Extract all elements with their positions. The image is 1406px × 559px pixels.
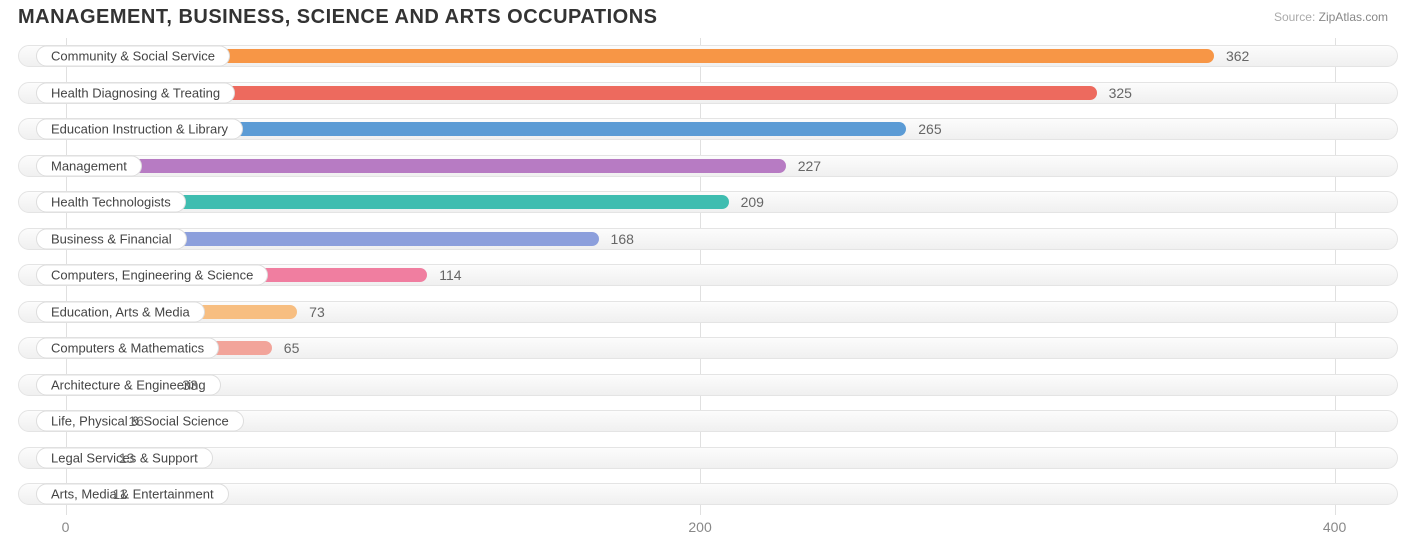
value-label: 114 (439, 267, 461, 283)
bar-row: Management 227 (18, 148, 1398, 185)
value-label: 362 (1226, 48, 1249, 64)
data-bar (78, 159, 785, 173)
bar-track (18, 447, 1398, 469)
value-label: 65 (284, 340, 300, 356)
category-label: Computers, Engineering & Science (36, 265, 268, 286)
x-axis: 0 200 400 (18, 515, 1398, 541)
bar-row: Architecture & Engineering33 (18, 367, 1398, 404)
value-label: 73 (309, 304, 325, 320)
chart-area: Community & Social Service 362 Health Diag… (18, 38, 1398, 541)
source-value: ZipAtlas.com (1319, 10, 1388, 24)
category-label: Business & Financial (36, 228, 187, 249)
value-label: 265 (918, 121, 941, 137)
chart-title: MANAGEMENT, BUSINESS, SCIENCE AND ARTS O… (18, 6, 657, 29)
bar-row: Health Diagnosing & Treating 325 (18, 75, 1398, 112)
data-bar (78, 49, 1214, 63)
category-label: Education, Arts & Media (36, 301, 205, 322)
value-label: 13 (119, 450, 135, 466)
value-label: 33 (182, 377, 198, 393)
bar-row: Arts, Media & Entertainment11 (18, 476, 1398, 513)
category-label: Education Instruction & Library (36, 119, 243, 140)
bar-row: Life, Physical & Social Science16 (18, 403, 1398, 440)
category-label: Health Technologists (36, 192, 186, 213)
bar-row: Computers, Engineering & Science 114 (18, 257, 1398, 294)
value-label: 325 (1109, 85, 1132, 101)
plot-region: Community & Social Service 362 Health Diag… (18, 38, 1398, 515)
bar-row: Computers & Mathematics 65 (18, 330, 1398, 367)
value-label: 209 (741, 194, 764, 210)
x-tick-label: 200 (688, 519, 711, 535)
bar-row: Legal Services & Support13 (18, 440, 1398, 477)
value-label: 168 (611, 231, 634, 247)
value-label: 16 (128, 413, 144, 429)
value-label: 227 (798, 158, 821, 174)
bar-row: Education Instruction & Library 265 (18, 111, 1398, 148)
x-tick-label: 400 (1323, 519, 1346, 535)
value-label: 11 (112, 486, 127, 502)
category-label: Arts, Media & Entertainment (36, 484, 229, 505)
bar-row: Community & Social Service 362 (18, 38, 1398, 75)
source-label: Source: (1274, 10, 1315, 24)
bar-track (18, 374, 1398, 396)
category-label: Management (36, 155, 142, 176)
category-label: Computers & Mathematics (36, 338, 219, 359)
bar-row: Business & Financial 168 (18, 221, 1398, 258)
source-attribution: Source: ZipAtlas.com (1274, 6, 1388, 24)
x-tick-label: 0 (62, 519, 70, 535)
bar-row: Education, Arts & Media 73 (18, 294, 1398, 331)
bar-row: Health Technologists 209 (18, 184, 1398, 221)
category-label: Health Diagnosing & Treating (36, 82, 235, 103)
category-label: Community & Social Service (36, 46, 230, 67)
